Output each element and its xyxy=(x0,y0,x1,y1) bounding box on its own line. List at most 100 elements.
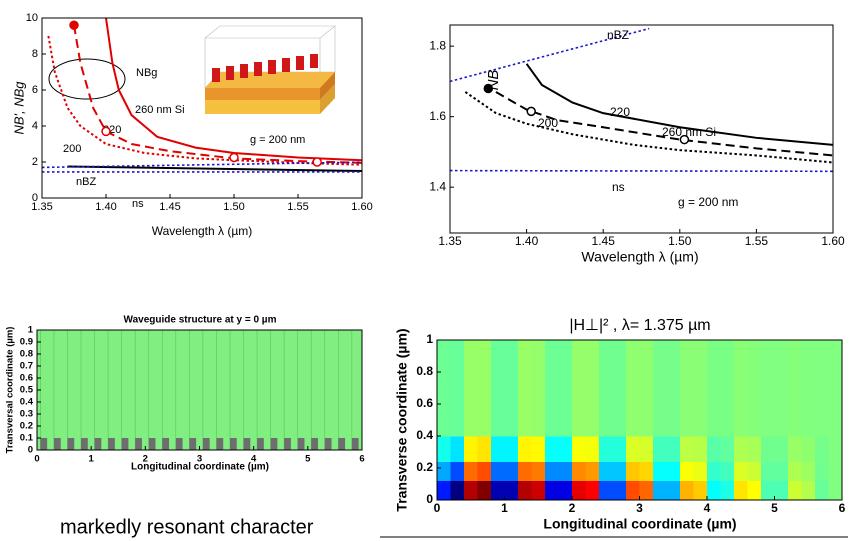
y-axis-label: Transverse coordinate (µm) xyxy=(394,328,410,511)
x-tick-label: 1.35 xyxy=(438,234,462,248)
heat-cell xyxy=(504,480,519,500)
heat-cell xyxy=(828,436,842,462)
x-tick-label: 4 xyxy=(251,454,257,465)
grating-tooth xyxy=(40,438,48,450)
heat-cell xyxy=(666,461,681,482)
heat-cell xyxy=(707,340,721,437)
heat-cell xyxy=(504,436,519,462)
grating-tooth xyxy=(311,438,318,450)
grating-tooth xyxy=(67,438,75,450)
plot-area xyxy=(37,330,362,450)
heat-cell xyxy=(504,340,519,437)
heat-cell xyxy=(450,480,465,500)
heat-cell xyxy=(828,340,842,437)
heat-cell xyxy=(477,340,492,437)
series-label: 220 xyxy=(610,105,630,119)
y-tick-label: 1.8 xyxy=(429,38,446,52)
caption: markedly resonant character xyxy=(60,516,314,538)
heat-cell xyxy=(734,436,748,462)
series-line xyxy=(464,91,833,164)
heat-cell xyxy=(626,340,640,437)
y-tick-label: 0.6 xyxy=(416,396,433,410)
x-tick-label: 3 xyxy=(636,501,643,515)
heat-cell xyxy=(788,480,802,500)
heat-cell xyxy=(653,340,667,437)
heat-cell xyxy=(612,480,627,500)
heat-cell xyxy=(518,436,532,462)
heat-cell xyxy=(464,480,478,500)
heat-cell xyxy=(653,480,667,500)
heat-cell xyxy=(585,480,600,500)
x-tick-label: 1.45 xyxy=(592,234,616,248)
marker xyxy=(483,83,494,94)
heat-cell xyxy=(572,340,586,437)
y-tick-label: 0.6 xyxy=(20,373,33,384)
heat-cell xyxy=(491,461,505,482)
x-tick-label: 1.40 xyxy=(95,201,116,213)
series-line xyxy=(47,35,362,166)
grating-tooth xyxy=(121,438,129,450)
x-tick-label: 1.35 xyxy=(31,201,52,213)
heat-cell xyxy=(747,436,762,462)
series-label: nBZ xyxy=(76,176,96,188)
grating-tooth xyxy=(148,438,156,450)
highlight-ellipse xyxy=(48,58,126,100)
heat-cell xyxy=(639,436,654,462)
heat-cell xyxy=(653,461,667,482)
y-tick-label: 0.1 xyxy=(20,433,34,444)
heat-cell xyxy=(450,461,465,482)
heat-cell xyxy=(774,340,789,437)
heat-cell xyxy=(626,480,640,500)
heat-cell xyxy=(693,461,708,482)
y-axis-label: NB xyxy=(485,70,502,91)
plot-area xyxy=(437,340,842,500)
x-tick-label: 0 xyxy=(434,501,441,515)
chart-title: Waveguide structure at y = 0 µm xyxy=(124,315,277,326)
heat-cell xyxy=(437,480,451,500)
series-line xyxy=(42,161,362,169)
series-label: ns xyxy=(612,180,625,194)
heat-cell xyxy=(599,340,613,437)
heat-cell xyxy=(680,480,694,500)
heat-cell xyxy=(774,480,789,500)
heat-cell xyxy=(653,436,667,462)
heat-cell xyxy=(585,340,600,437)
plot-frame xyxy=(41,17,363,199)
heat-cell xyxy=(531,340,546,437)
heat-cell xyxy=(477,436,492,462)
heat-cell xyxy=(518,480,532,500)
x-tick-label: 1.50 xyxy=(223,201,244,213)
chart: Waveguide structure at y = 0 µm0 1 2 3 4 5 600… xyxy=(5,315,365,473)
heat-cell xyxy=(626,461,640,482)
marker xyxy=(312,157,322,167)
heat-cell xyxy=(828,480,842,500)
heat-cell xyxy=(599,480,613,500)
y-tick-label: 0.4 xyxy=(416,428,433,442)
chart: |H⊥|² , λ= 1.375 µm 0 1 2 3 4 5 6 0 0.2 0.4 0.6 0.8 1… xyxy=(394,317,846,531)
heat-cell xyxy=(518,461,532,482)
y-tick-label: 0.7 xyxy=(20,361,33,372)
heat-cell xyxy=(437,436,451,462)
y-tick-label: 10 xyxy=(26,12,38,24)
structure-inset xyxy=(204,25,336,114)
y-axis-label: Transversal coordinate (µm) xyxy=(5,327,16,454)
marker xyxy=(101,126,111,137)
heat-cell xyxy=(639,340,654,437)
y-tick-label: 0.2 xyxy=(20,421,33,432)
grating-tooth xyxy=(135,438,142,450)
heat-cell xyxy=(545,340,559,437)
annotation: g = 200 nm xyxy=(678,195,738,209)
heat-cell xyxy=(477,461,492,482)
heat-cell xyxy=(693,340,708,437)
heat-cell xyxy=(612,340,627,437)
heat-cell xyxy=(801,480,816,500)
heat-cell xyxy=(801,436,816,462)
heat-cell xyxy=(599,436,613,462)
heat-cell xyxy=(504,461,519,482)
y-tick-label: 1.4 xyxy=(429,179,446,193)
grating-tooth xyxy=(284,438,291,450)
x-tick-label: 1.60 xyxy=(821,234,845,248)
heat-cell xyxy=(437,461,451,482)
heat-cell xyxy=(599,461,613,482)
y-axis-label: NB', NBg xyxy=(11,81,26,135)
